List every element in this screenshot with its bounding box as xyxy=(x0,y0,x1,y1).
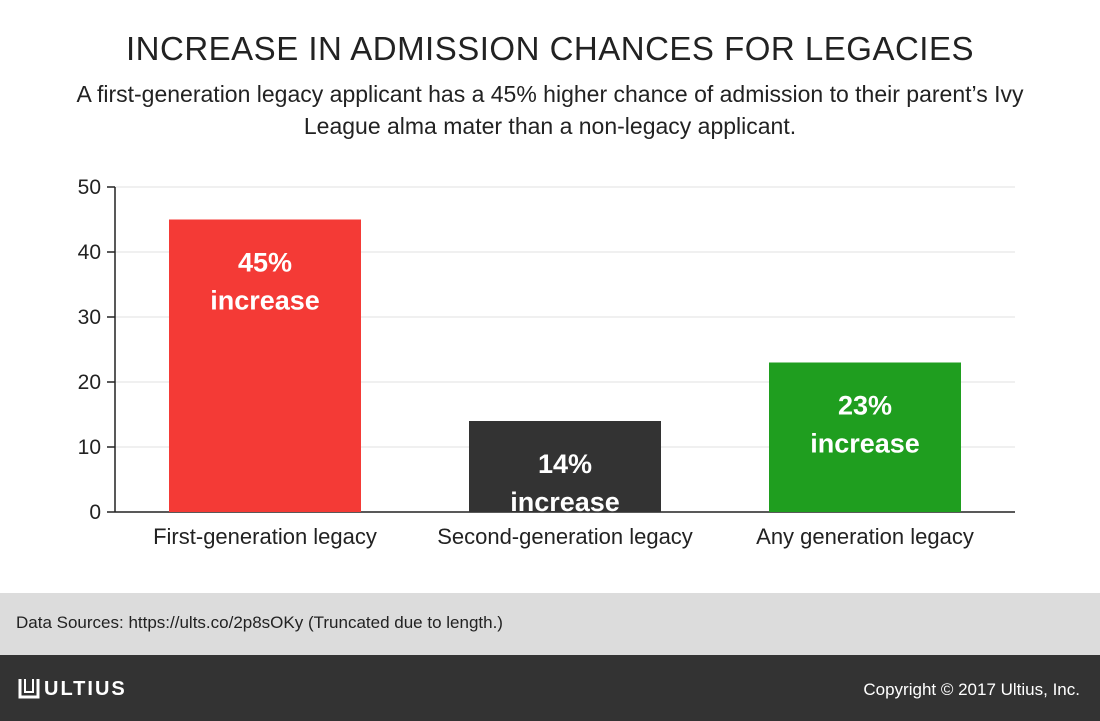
y-tick-label: 40 xyxy=(78,241,101,264)
x-tick-label: Any generation legacy xyxy=(756,524,974,549)
bar xyxy=(769,362,961,512)
data-label: increase xyxy=(510,487,620,517)
y-tick-label: 0 xyxy=(89,501,101,524)
data-label: increase xyxy=(810,429,920,459)
y-tick-label: 10 xyxy=(78,436,101,459)
y-tick-label: 20 xyxy=(78,371,101,394)
source-band: Data Sources: https://ults.co/2p8sOKy (T… xyxy=(0,593,1100,655)
x-tick-label: Second-generation legacy xyxy=(437,524,693,549)
chart-title: INCREASE IN ADMISSION CHANCES FOR LEGACI… xyxy=(126,30,974,67)
bar xyxy=(469,421,661,512)
copyright-text: Copyright © 2017 Ultius, Inc. xyxy=(863,680,1080,699)
y-tick-label: 30 xyxy=(78,306,101,329)
data-label: 45% xyxy=(238,248,292,278)
bar-chart: 0 10 20 30 40 50 First-generation legacy 45% inc… xyxy=(78,176,1015,549)
ultius-logo-icon xyxy=(18,679,40,699)
data-source-text: Data Sources: https://ults.co/2p8sOKy (T… xyxy=(16,613,503,632)
chart-subtitle: A first-generation legacy applicant has … xyxy=(76,81,1024,139)
data-label: 23% xyxy=(838,391,892,421)
data-label: 14% xyxy=(538,449,592,479)
bar xyxy=(169,219,361,512)
data-label: increase xyxy=(210,286,320,316)
footer: ULTIUS Copyright © 2017 Ultius, Inc. xyxy=(0,655,1100,721)
x-tick-label: First-generation legacy xyxy=(153,524,377,549)
y-tick-label: 50 xyxy=(78,176,101,199)
brand: ULTIUS xyxy=(18,677,127,701)
brand-name: ULTIUS xyxy=(44,677,127,700)
